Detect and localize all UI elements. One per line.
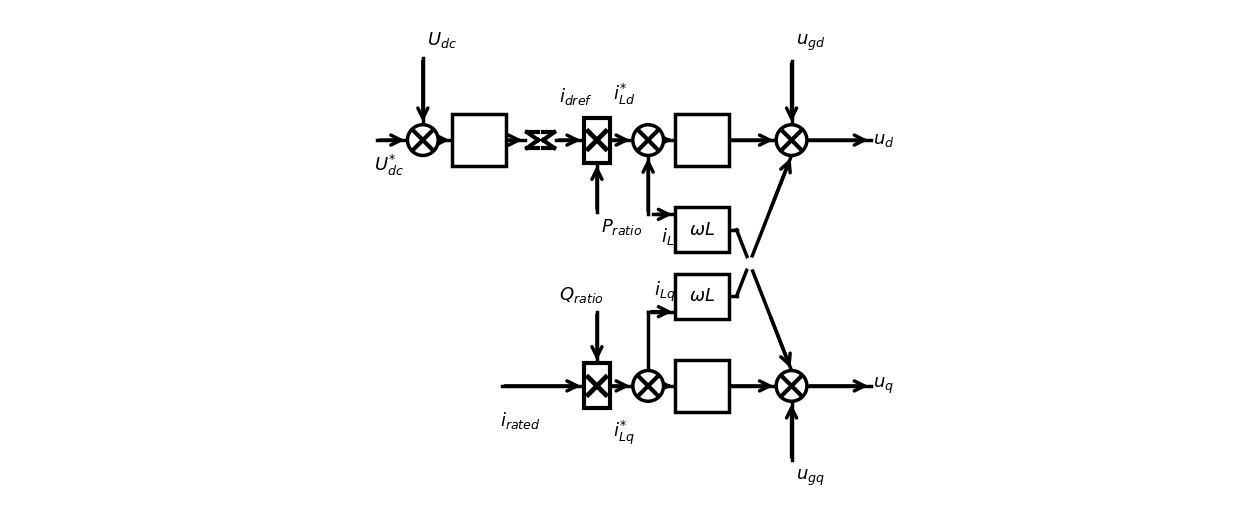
Circle shape bbox=[408, 125, 438, 156]
Circle shape bbox=[632, 125, 663, 156]
Bar bbox=[675, 207, 729, 252]
Text: $i_{Lq}$: $i_{Lq}$ bbox=[655, 280, 676, 304]
Circle shape bbox=[776, 125, 807, 156]
Circle shape bbox=[776, 370, 807, 401]
Text: $i_{Lq}^{*}$: $i_{Lq}^{*}$ bbox=[613, 419, 635, 448]
Text: $Q_{ratio}$: $Q_{ratio}$ bbox=[558, 285, 603, 305]
Text: $u_{q}$: $u_{q}$ bbox=[873, 376, 894, 396]
Text: $i_{Ld}$: $i_{Ld}$ bbox=[661, 226, 683, 247]
Text: $i_{Ld}^{*}$: $i_{Ld}^{*}$ bbox=[613, 82, 635, 107]
Bar bbox=[675, 274, 729, 319]
Text: $\omega L$: $\omega L$ bbox=[689, 287, 715, 305]
Bar bbox=[453, 115, 506, 166]
Text: $i_{dref}$: $i_{dref}$ bbox=[558, 86, 593, 107]
Text: $\omega L$: $\omega L$ bbox=[689, 221, 715, 239]
Bar bbox=[675, 115, 729, 166]
Bar bbox=[584, 363, 610, 409]
Text: $i_{rated}$: $i_{rated}$ bbox=[500, 410, 541, 431]
Text: $u_{gq}$: $u_{gq}$ bbox=[796, 468, 825, 488]
Text: $u_{gd}$: $u_{gd}$ bbox=[796, 33, 825, 53]
Text: $u_{d}$: $u_{d}$ bbox=[873, 131, 895, 149]
Text: $U_{dc}^{*}$: $U_{dc}^{*}$ bbox=[374, 153, 404, 178]
Text: $U_{dc}$: $U_{dc}$ bbox=[427, 31, 456, 50]
Bar bbox=[675, 360, 729, 411]
Text: $P_{ratio}$: $P_{ratio}$ bbox=[601, 217, 642, 237]
Bar bbox=[584, 117, 610, 163]
Circle shape bbox=[632, 370, 663, 401]
